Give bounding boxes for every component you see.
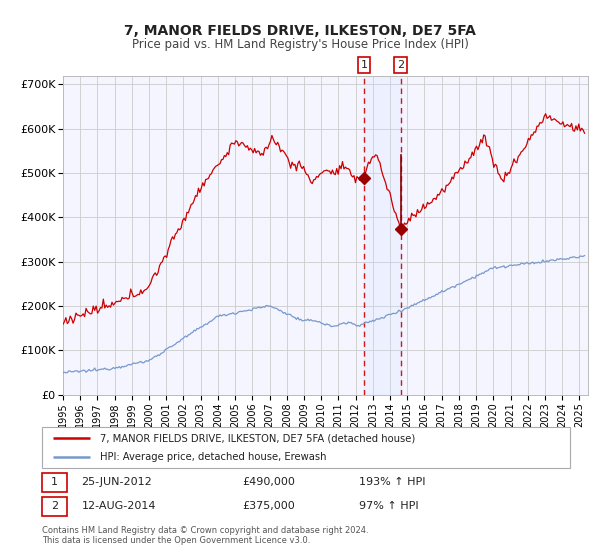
Text: 193% ↑ HPI: 193% ↑ HPI xyxy=(359,477,425,487)
Text: 97% ↑ HPI: 97% ↑ HPI xyxy=(359,501,418,511)
FancyBboxPatch shape xyxy=(42,497,67,516)
Text: £375,000: £375,000 xyxy=(242,501,295,511)
Text: HPI: Average price, detached house, Erewash: HPI: Average price, detached house, Erew… xyxy=(100,452,326,461)
FancyBboxPatch shape xyxy=(42,427,570,468)
Text: £490,000: £490,000 xyxy=(242,477,296,487)
Text: 2: 2 xyxy=(397,60,404,70)
Text: Contains HM Land Registry data © Crown copyright and database right 2024.: Contains HM Land Registry data © Crown c… xyxy=(42,526,368,535)
Text: 2: 2 xyxy=(51,501,58,511)
Text: 1: 1 xyxy=(51,477,58,487)
Text: 1: 1 xyxy=(361,60,367,70)
Text: 7, MANOR FIELDS DRIVE, ILKESTON, DE7 5FA (detached house): 7, MANOR FIELDS DRIVE, ILKESTON, DE7 5FA… xyxy=(100,433,415,443)
Text: 12-AUG-2014: 12-AUG-2014 xyxy=(82,501,156,511)
Text: 7, MANOR FIELDS DRIVE, ILKESTON, DE7 5FA: 7, MANOR FIELDS DRIVE, ILKESTON, DE7 5FA xyxy=(124,24,476,38)
Text: This data is licensed under the Open Government Licence v3.0.: This data is licensed under the Open Gov… xyxy=(42,536,310,545)
Bar xyxy=(364,76,401,395)
Text: 25-JUN-2012: 25-JUN-2012 xyxy=(82,477,152,487)
Text: Price paid vs. HM Land Registry's House Price Index (HPI): Price paid vs. HM Land Registry's House … xyxy=(131,38,469,52)
FancyBboxPatch shape xyxy=(42,473,67,492)
